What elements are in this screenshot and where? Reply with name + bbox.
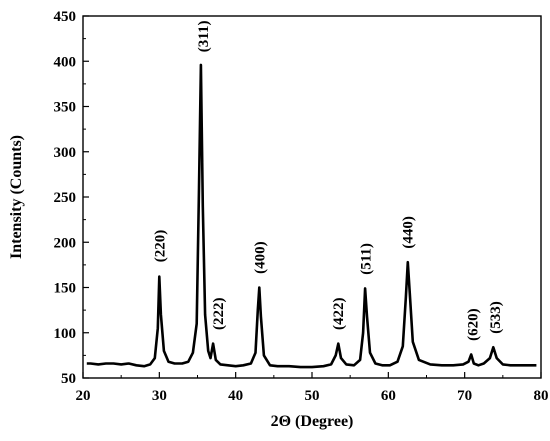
peak-label: (533)	[488, 301, 504, 334]
peak-labels: (220) (311) (222) (400) (422) (511) (440) (620)…	[152, 21, 504, 341]
peak-label: (440)	[400, 216, 416, 249]
peak-label: (511)	[358, 243, 374, 275]
axis-ticks: 20 30 40 50 60 70 80 50 100 150 200 250 300 350 400 450	[54, 9, 549, 404]
y-tick-label: 350	[54, 100, 77, 116]
plot-frame	[82, 15, 542, 379]
x-axis-title: 2Θ (Degree)	[271, 413, 354, 430]
x-tick-label: 40	[228, 388, 243, 404]
y-axis-title: Intensity (Counts)	[8, 135, 25, 259]
x-tick-label: 20	[76, 388, 91, 404]
y-tick-label: 250	[54, 190, 77, 206]
peak-label: (400)	[252, 241, 268, 274]
x-tick-label: 80	[534, 388, 549, 404]
y-tick-label: 200	[54, 235, 77, 251]
x-tick-label: 30	[152, 388, 167, 404]
peak-label: (222)	[211, 298, 227, 331]
x-tick-label: 50	[305, 388, 320, 404]
x-tick-label: 70	[457, 388, 472, 404]
y-tick-label: 100	[54, 326, 77, 342]
peak-label: (422)	[331, 298, 347, 331]
peak-label: (220)	[152, 230, 168, 263]
y-tick-label: 450	[54, 9, 77, 25]
plot-area	[86, 63, 537, 369]
y-tick-label: 50	[61, 371, 76, 387]
y-tick-label: 150	[54, 281, 77, 297]
x-tick-label: 60	[381, 388, 396, 404]
y-tick-label: 400	[54, 54, 77, 70]
xrd-series-line	[86, 63, 537, 369]
peak-label: (311)	[196, 21, 212, 53]
peak-label: (620)	[465, 308, 481, 341]
y-tick-label: 300	[54, 145, 77, 161]
